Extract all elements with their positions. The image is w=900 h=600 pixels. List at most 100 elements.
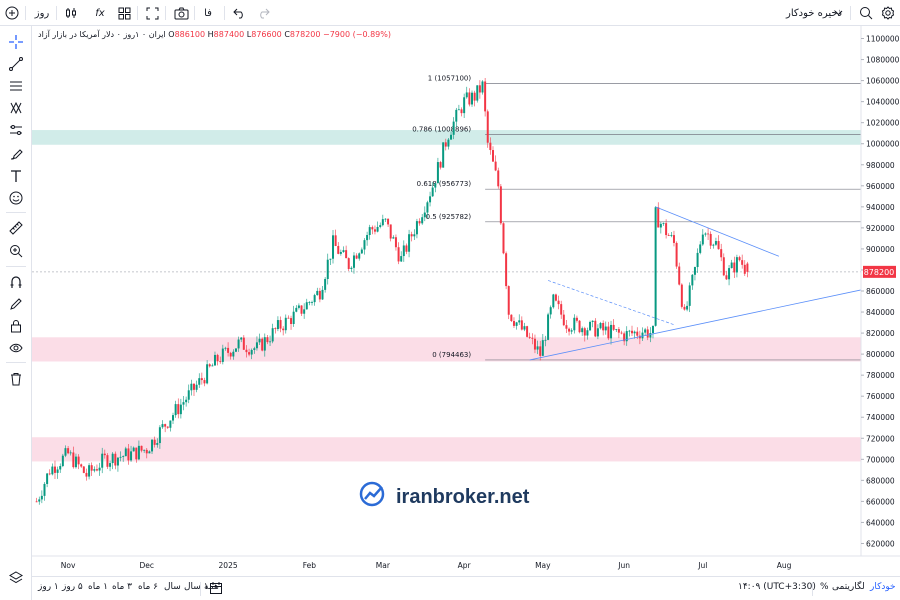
candle-body <box>232 351 235 357</box>
fib-retracement[interactable]: 1 (1057100) 0.786 (1008896) 0.618 (956773)… <box>412 75 861 361</box>
candle-body <box>586 330 589 336</box>
object-tree-button[interactable] <box>6 568 26 588</box>
price-tick-label: 640000 <box>866 518 895 527</box>
lock-drawings-tool[interactable] <box>6 316 26 336</box>
candles <box>35 77 749 505</box>
settings-button[interactable] <box>879 3 897 23</box>
time-axis[interactable]: Nov Dec 2025 Feb Mar Apr May Jun Jul Aug <box>61 561 792 570</box>
period-button[interactable]: ۱ روز <box>38 582 59 592</box>
candle-body <box>342 250 345 252</box>
candle-body <box>313 295 316 303</box>
lock-icon <box>11 320 21 333</box>
price-tick-label: 620000 <box>866 539 895 548</box>
candle-body <box>683 306 686 310</box>
candle-body <box>405 245 408 252</box>
templates-button[interactable] <box>115 3 133 23</box>
open-label: O <box>168 30 175 39</box>
text-tool[interactable] <box>6 166 26 186</box>
candle-body <box>116 457 119 466</box>
price-chart[interactable]: 1 (1057100) 0.786 (1008896) 0.618 (956773)… <box>32 26 900 576</box>
screenshot-button[interactable] <box>172 3 190 23</box>
candle-body <box>274 328 277 330</box>
change-value: −7900 (−0.89%) <box>323 30 391 39</box>
chart-legend: ایران ۰ ۱روز ۰ دلار آمریکا در بازار آزاد… <box>38 30 391 39</box>
trendlines[interactable] <box>529 206 862 361</box>
period-button[interactable]: ۱ سال <box>184 582 209 592</box>
candle-body <box>452 121 455 135</box>
autosave-label: ذخیره خودکار <box>785 7 843 19</box>
price-tick-label: 680000 <box>866 476 895 485</box>
eye-icon <box>9 343 23 353</box>
timezone-button[interactable]: ۱۴:۰۹ (UTC+3:30) <box>738 582 816 592</box>
hide-drawings-tool[interactable] <box>6 338 26 358</box>
candle-body <box>667 235 670 236</box>
fib-tool[interactable] <box>6 76 26 96</box>
price-axis[interactable]: 1100000 1080000 1060000 1040000 1020000 10000… <box>861 35 900 549</box>
period-button[interactable]: ۳ ماه <box>112 582 132 592</box>
price-tick-label: 840000 <box>866 308 895 317</box>
symbol-title[interactable]: ایران ۰ ۱روز ۰ دلار آمریکا در بازار آزاد <box>38 30 166 39</box>
candle-body <box>602 322 605 331</box>
candle-body <box>85 472 88 477</box>
ruler-tool[interactable] <box>6 218 26 238</box>
period-button[interactable]: سال <box>164 582 181 592</box>
low-label: L <box>246 30 252 39</box>
trendline-tool[interactable] <box>6 54 26 74</box>
candle-body <box>562 314 565 326</box>
bottom-bar: ۱ روز ۵ روز ۱ ماه ۳ ماه ۶ ماه سال ۱ سال همه ۱۴:… <box>32 576 900 600</box>
candle-body <box>114 453 117 466</box>
candle-body <box>271 328 274 342</box>
time-tick-label: Aug <box>777 561 792 570</box>
zoom-in-icon <box>10 245 23 258</box>
interval-button[interactable]: روز <box>30 3 54 23</box>
log-button[interactable]: لگاریتمی <box>832 582 865 592</box>
candle-body <box>400 256 403 262</box>
dashed-trendline <box>547 280 675 325</box>
add-symbol-button[interactable] <box>3 3 21 23</box>
remove-drawings-tool[interactable] <box>6 369 26 389</box>
auto-scale-button[interactable]: خودکار <box>870 582 896 592</box>
pattern-tool[interactable] <box>6 98 26 118</box>
magnet-tool[interactable] <box>6 272 26 292</box>
projection-tool[interactable] <box>6 120 26 140</box>
candle-body <box>240 337 243 340</box>
undo-button[interactable] <box>230 3 248 23</box>
language-button[interactable]: فا <box>200 3 216 23</box>
candle-body <box>350 267 353 269</box>
camera-icon <box>174 7 188 19</box>
fullscreen-button[interactable] <box>143 3 161 23</box>
candle-body <box>439 162 442 168</box>
stay-drawing-tool[interactable] <box>6 294 26 314</box>
autosave-dropdown[interactable] <box>832 3 844 23</box>
emoji-tool[interactable] <box>6 188 26 208</box>
date-range-button[interactable] <box>209 581 223 598</box>
period-button[interactable]: ۱ ماه <box>88 582 108 592</box>
brush-tool[interactable] <box>6 144 26 164</box>
redo-button[interactable] <box>254 3 272 23</box>
period-button[interactable]: ۶ ماه <box>138 582 158 592</box>
candle-body <box>717 241 720 250</box>
candle-body <box>67 448 70 454</box>
indicators-button[interactable]: fx <box>90 3 110 23</box>
period-button[interactable]: ۵ روز <box>62 582 83 592</box>
candle-body <box>208 364 211 367</box>
chart-type-button[interactable] <box>62 3 80 23</box>
candle-body <box>284 317 287 331</box>
fib-level-label: 0.786 (1008896) <box>412 125 471 133</box>
candle-body <box>533 338 536 350</box>
zoom-tool[interactable] <box>6 241 26 261</box>
percent-button[interactable]: % <box>820 582 829 592</box>
candle-body <box>122 456 125 457</box>
candle-body <box>266 337 269 343</box>
price-tick-label: 980000 <box>866 161 895 170</box>
candle-body <box>337 245 340 254</box>
high-label: H <box>207 30 214 39</box>
crosshair-tool[interactable] <box>6 32 26 52</box>
search-button[interactable] <box>857 3 875 23</box>
candle-body <box>423 212 426 218</box>
candle-body <box>255 342 258 349</box>
candle-body <box>735 257 738 273</box>
time-tick-label: 2025 <box>219 561 238 570</box>
undo-icon <box>232 8 243 19</box>
autosave-button[interactable]: ذخیره خودکار <box>784 3 844 23</box>
